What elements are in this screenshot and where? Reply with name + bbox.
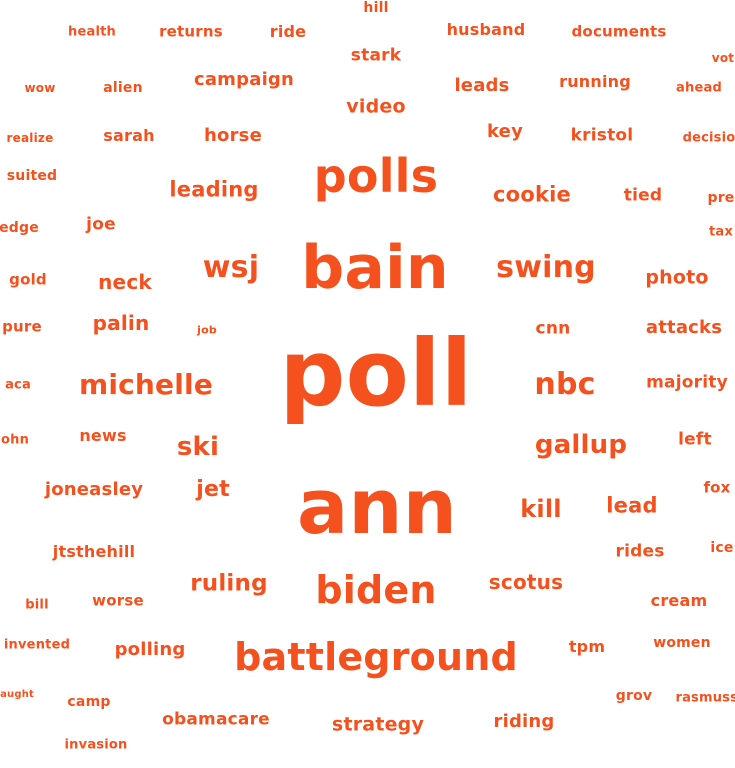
word-28: joe [86, 214, 116, 235]
word-26: pre [707, 190, 735, 206]
word-49: gallup [534, 430, 628, 460]
word-74: rasmussen [675, 690, 735, 706]
word-4: husband [446, 20, 526, 39]
word-66: invented [3, 637, 71, 653]
word-65: cream [650, 591, 708, 610]
word-32: swing [496, 250, 596, 285]
word-52: jet [196, 477, 230, 502]
word-38: job [197, 323, 217, 337]
word-50: left [678, 429, 712, 450]
word-25: tied [623, 185, 663, 206]
word-48: ski [176, 432, 220, 462]
word-41: poll [279, 320, 473, 427]
word-71: caught [0, 689, 35, 700]
word-29: tax [709, 224, 733, 240]
word-16: sarah [103, 126, 155, 145]
word-73: grov [615, 688, 653, 704]
word-7: stark [350, 45, 402, 66]
word-35: photo [645, 266, 709, 289]
word-54: kill [520, 495, 562, 523]
word-0: hill [363, 0, 389, 16]
word-69: tpm [568, 637, 606, 656]
word-40: attacks [645, 317, 723, 338]
word-51: joneasley [44, 479, 144, 500]
word-45: aca [5, 377, 31, 393]
word-53: ann [296, 462, 458, 551]
word-18: key [486, 121, 524, 142]
word-37: palin [92, 311, 150, 335]
word-2: returns [159, 22, 223, 41]
word-6: vot [711, 51, 735, 65]
word-8: wow [24, 81, 56, 95]
word-64: worse [92, 591, 144, 610]
word-36: pure [2, 317, 42, 336]
word-78: invasion [64, 737, 128, 753]
word-59: ice [710, 540, 734, 556]
word-22: suited [6, 168, 58, 184]
word-21: polls [313, 149, 439, 203]
word-14: video [346, 95, 406, 118]
word-20: decisio [682, 130, 735, 146]
word-56: fox [703, 478, 731, 497]
word-33: gold [9, 270, 47, 289]
word-63: bill [25, 597, 49, 613]
word-75: obamacare [162, 709, 270, 730]
word-12: running [559, 72, 631, 91]
word-43: nbc [534, 367, 596, 402]
word-5: documents [571, 22, 667, 41]
word-46: ohn [0, 432, 30, 448]
word-55: lead [606, 493, 658, 518]
word-77: riding [493, 711, 555, 732]
word-47: news [79, 426, 127, 445]
word-10: campaign [193, 69, 295, 90]
word-67: polling [114, 639, 186, 660]
word-23: leading [169, 177, 259, 202]
word-34: neck [98, 270, 152, 294]
word-27: edge [0, 220, 39, 236]
word-76: strategy [331, 713, 425, 736]
word-62: scotus [488, 570, 564, 594]
word-70: women [653, 635, 711, 651]
word-19: kristol [570, 125, 634, 146]
word-31: wsj [202, 250, 260, 285]
word-24: cookie [493, 182, 571, 207]
word-42: michelle [78, 368, 214, 401]
word-58: rides [615, 541, 665, 562]
word-68: battleground [234, 635, 518, 679]
word-3: ride [269, 22, 307, 41]
word-72: camp [67, 694, 111, 710]
word-13: ahead [676, 80, 722, 96]
word-44: majority [646, 372, 728, 393]
word-61: biden [315, 568, 437, 612]
word-17: horse [204, 125, 262, 146]
word-60: ruling [190, 570, 268, 597]
word-15: realize [6, 131, 54, 145]
word-1: health [68, 24, 116, 40]
word-9: alien [103, 80, 143, 96]
word-11: leads [454, 75, 510, 96]
word-30: bain [301, 233, 449, 303]
word-39: cnn [535, 318, 571, 339]
word-57: jtsthehill [52, 542, 136, 561]
